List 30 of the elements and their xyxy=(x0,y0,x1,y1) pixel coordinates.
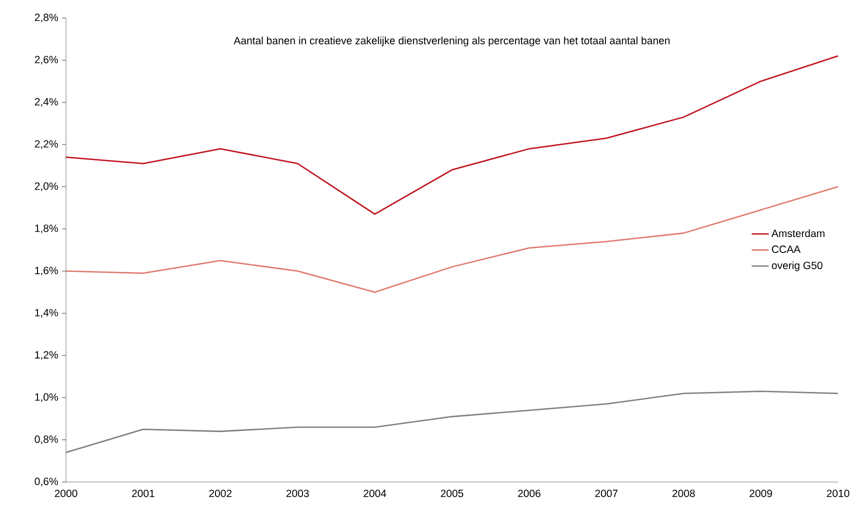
y-tick-label: 1,4% xyxy=(35,308,58,318)
y-tick-label: 0,6% xyxy=(34,478,58,486)
text: Aantal banen in creatieve zakelijke dienstverlening als percentage van het totaal aantal banen xyxy=(234,36,670,46)
line-series xyxy=(65,186,839,293)
y-tick-label: 1,8% xyxy=(35,224,58,234)
x-tick-label: 2004 xyxy=(364,490,386,498)
x-tick-label: 2009 xyxy=(750,490,772,498)
x-tick-label: 2010 xyxy=(826,490,850,498)
x-tick-label: 2005 xyxy=(440,490,464,498)
y-tick-label: 1,0% xyxy=(35,393,58,402)
line-series xyxy=(65,55,839,215)
x-tick-label: 2008 xyxy=(672,490,695,498)
legend-label: overig G50 xyxy=(772,261,822,272)
legend-label: CCAA xyxy=(772,246,801,253)
y-tick-label: 0,8% xyxy=(34,435,58,444)
x-tick-label: 2001 xyxy=(132,490,154,498)
y-tick-label: 2,0% xyxy=(34,182,58,192)
y-tick-label: 1,6% xyxy=(35,266,58,276)
x-tick-label: 2000 xyxy=(54,490,78,498)
x-tick-label: 2006 xyxy=(518,490,540,498)
y-tick-label: 2,4% xyxy=(34,98,58,107)
y-tick-label: 2,6% xyxy=(34,56,58,65)
x-tick-label: 2002 xyxy=(209,490,232,498)
x-tick-label: 2007 xyxy=(595,490,618,498)
legend-label: Amsterdam xyxy=(771,229,824,238)
y-tick-label: 2,2% xyxy=(34,140,58,149)
line-series xyxy=(65,390,839,454)
y-tick-label: 2,8% xyxy=(34,14,58,22)
x-tick-label: 2003 xyxy=(286,490,309,498)
y-tick-label: 1,2% xyxy=(35,351,58,360)
